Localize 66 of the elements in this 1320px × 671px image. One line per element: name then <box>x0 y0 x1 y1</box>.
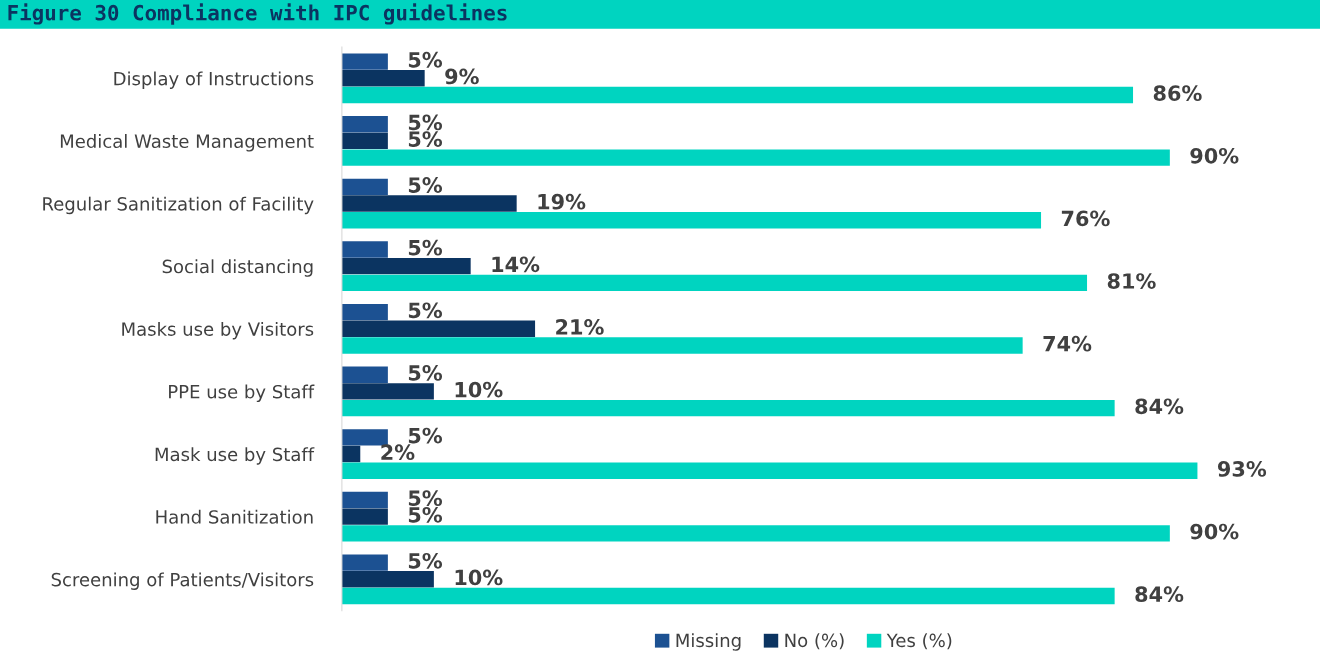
y-tick-label: Regular Sanitization of Facility <box>43 196 314 215</box>
bar <box>341 149 1170 166</box>
data-label: 21% <box>556 319 604 335</box>
data-label: 76% <box>1061 210 1110 227</box>
data-label: 90% <box>1190 523 1239 540</box>
bar <box>341 241 388 258</box>
data-label: 10% <box>455 381 503 398</box>
legend-label: No (%) <box>785 633 844 650</box>
bar <box>341 508 388 525</box>
data-label: 84% <box>1135 398 1184 415</box>
data-label: 10% <box>455 569 503 586</box>
bar <box>341 195 517 212</box>
legend-label: Yes (%) <box>886 633 952 650</box>
data-label: 84% <box>1135 586 1184 603</box>
bar <box>341 554 388 571</box>
bar <box>341 132 388 150</box>
bar <box>341 116 388 133</box>
data-label: 2% <box>381 444 415 461</box>
bar <box>341 212 1042 229</box>
data-label: 5% <box>408 131 443 147</box>
y-tick-label: Display of Instructions <box>114 71 314 89</box>
y-tick-label: PPE use by Staff <box>169 384 315 403</box>
data-label: 81% <box>1107 273 1156 289</box>
bar <box>341 86 1134 104</box>
bar <box>341 462 1198 479</box>
data-label: 5% <box>408 51 443 68</box>
bar <box>341 491 388 509</box>
data-label: 5% <box>408 490 443 507</box>
bar <box>341 399 1115 417</box>
y-tick-label: Screening of Patients/Visitors <box>51 572 314 590</box>
bar <box>341 303 388 321</box>
data-label: 5% <box>408 177 443 193</box>
bar <box>341 320 536 337</box>
data-label: 5% <box>408 239 443 256</box>
y-tick-label: Social distancing <box>162 259 313 277</box>
bar <box>341 337 1023 354</box>
bar <box>341 587 1115 605</box>
bar <box>341 178 388 196</box>
data-label: 90% <box>1190 147 1239 164</box>
data-label: 93% <box>1217 461 1267 477</box>
data-label: 19% <box>538 193 586 210</box>
data-label: 9% <box>445 68 479 85</box>
chart-title: Figure 30 Compliance with IPC guidelines <box>8 3 507 25</box>
legend-label: Missing <box>676 633 741 651</box>
bar <box>341 366 388 383</box>
data-label: 86% <box>1153 85 1202 102</box>
bar <box>341 70 425 87</box>
y-tick-label: Masks use by Visitors <box>122 321 314 340</box>
data-label: 5% <box>408 302 443 319</box>
bar <box>341 274 1088 292</box>
bar <box>341 53 388 70</box>
y-tick-label: Mask use by Staff <box>155 447 315 465</box>
y-tick-label: Hand Sanitization <box>156 509 313 524</box>
bar <box>341 525 1170 542</box>
data-label: 14% <box>492 256 540 273</box>
data-label: 5% <box>408 506 443 523</box>
data-label: 5% <box>408 427 443 444</box>
y-tick-label: Medical Waste Management <box>60 134 314 152</box>
data-label: 5% <box>408 114 443 131</box>
bar <box>341 383 434 400</box>
data-label: 5% <box>408 552 443 569</box>
data-label: 74% <box>1043 335 1092 352</box>
bar <box>341 445 361 463</box>
data-label: 5% <box>408 365 443 381</box>
bar <box>341 571 434 588</box>
bar <box>341 257 471 275</box>
